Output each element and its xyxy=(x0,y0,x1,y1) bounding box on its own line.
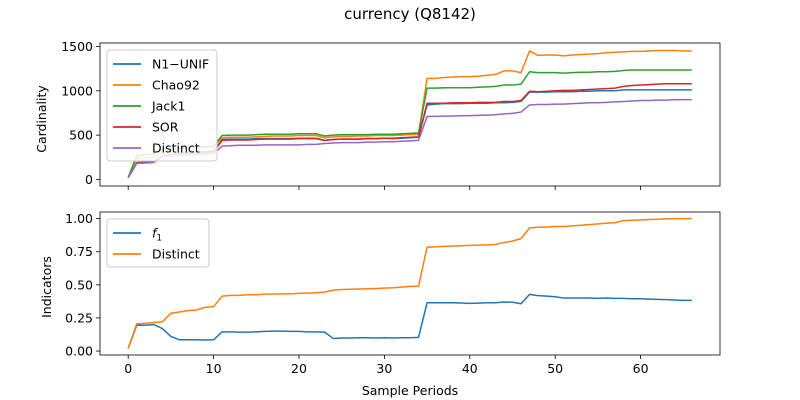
x-axis-label: Sample Periods xyxy=(362,383,458,398)
series-line-1-0 xyxy=(127,293,692,349)
y-tick-label: 1.00 xyxy=(65,211,93,226)
legend-label: Chao92 xyxy=(152,78,200,93)
x-tick-label: 50 xyxy=(547,361,563,376)
legend-label: f1 xyxy=(152,226,162,244)
legend-label: Distinct xyxy=(152,247,200,262)
series-line-1-1 xyxy=(127,217,692,349)
series-line-0-3 xyxy=(127,82,692,178)
legend-label: N1−UNIF xyxy=(152,57,209,72)
legend-label: Jack1 xyxy=(151,99,185,114)
y-tick-label: 0 xyxy=(85,172,93,187)
y-axis-label-cardinality: Cardinality xyxy=(34,85,49,153)
legend-box-0 xyxy=(106,49,218,162)
series-line-0-4 xyxy=(127,98,692,178)
plot-frame-0 xyxy=(99,42,721,187)
y-tick-label: 0.50 xyxy=(65,277,93,292)
legend-label: Distinct xyxy=(152,141,200,156)
cardinality-panel: 0 500 1000 1500 N1−UNIF Chao92 Jack1 SOR Distinc… xyxy=(61,39,721,190)
x-tick-label: 10 xyxy=(206,361,222,376)
y-tick-label: 1000 xyxy=(61,83,93,98)
legend-box-1 xyxy=(106,218,210,268)
y-tick-label: 500 xyxy=(69,128,93,143)
x-tick-label: 40 xyxy=(462,361,478,376)
y-tick-label: 0.00 xyxy=(65,344,93,359)
legend-label: SOR xyxy=(152,120,179,135)
plot-frame-1 xyxy=(99,211,721,356)
series-line-0-1 xyxy=(127,49,692,178)
indicators-panel: 0 10 20 30 40 50 60 0.00 0.25 0.50 0.75 1.00 f1 Disti… xyxy=(65,211,721,376)
x-tick-label: 30 xyxy=(376,361,392,376)
series-line-0-2 xyxy=(127,69,692,178)
y-tick-label: 0.25 xyxy=(65,310,93,325)
y-tick-label: 0.75 xyxy=(65,244,93,259)
y-tick-label: 1500 xyxy=(61,39,93,54)
y-axis-label-indicators: Indicators xyxy=(39,256,54,318)
chart-title: currency (Q8142) xyxy=(344,5,476,23)
x-tick-label: 60 xyxy=(633,361,649,376)
x-tick-label: 20 xyxy=(291,361,307,376)
x-tick-label: 0 xyxy=(124,361,132,376)
